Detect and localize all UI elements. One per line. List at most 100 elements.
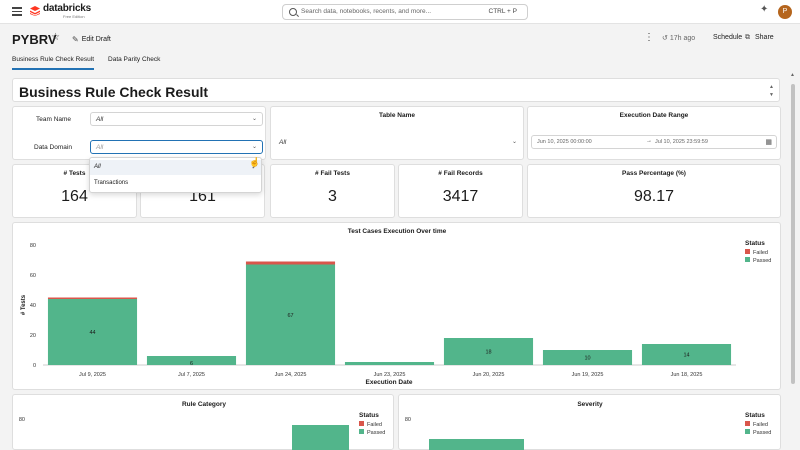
dropdown-option-transactions[interactable]: Transactions	[94, 180, 129, 186]
table-name-value: All	[279, 139, 287, 146]
legend-title: Status	[745, 240, 765, 247]
chart-title: Rule Category	[182, 401, 226, 408]
team-name-select[interactable]: All ⌄	[90, 112, 263, 126]
dashboard-tabs: Business Rule Check Result Data Parity C…	[12, 56, 174, 70]
filter-date-range: Execution Date Range	[527, 106, 781, 160]
bar-passed[interactable]	[344, 362, 435, 365]
date-range-input[interactable]: Jun 10, 2025 00:00:00 → Jul 10, 2025 23:…	[531, 135, 777, 149]
x-tick-label: Jun 19, 2025	[572, 372, 604, 378]
calendar-icon[interactable]: ▦	[765, 139, 772, 146]
pencil-icon: ✎	[72, 34, 79, 44]
header-title: Business Rule Check Result	[19, 84, 209, 100]
chevron-down-icon: ⌄	[251, 144, 257, 150]
scroll-up-icon[interactable]: ▲	[790, 72, 795, 78]
tab-business-rule-check[interactable]: Business Rule Check Result	[12, 56, 95, 70]
bar-passed[interactable]	[47, 299, 138, 365]
kpi-pass-percentage: Pass Percentage (%) 98.17	[527, 164, 781, 218]
menu-icon[interactable]	[12, 7, 22, 16]
legend-swatch-failed[interactable]	[745, 421, 750, 426]
kpi-tests-value: 164	[61, 188, 88, 205]
legend-title: Status	[745, 412, 765, 419]
team-name-label: Team Name	[36, 116, 72, 123]
legend-label-failed[interactable]: Failed	[367, 422, 382, 428]
brand-name: databricks	[43, 3, 92, 14]
more-options-icon[interactable]: ⋮	[644, 32, 654, 43]
kpi-fail-tests-value: 3	[328, 188, 337, 205]
search-input[interactable]: Search data, notebooks, recents, and mor…	[282, 4, 528, 20]
share-icon: ⧉	[745, 34, 750, 41]
bar-value-label: 67	[287, 313, 293, 319]
y-tick-label: 80	[19, 417, 25, 423]
legend-swatch-failed[interactable]	[359, 421, 364, 426]
table-name-label: Table Name	[378, 112, 415, 119]
bar-passed[interactable]	[146, 356, 237, 365]
data-domain-label: Data Domain	[34, 144, 72, 151]
chevron-down-icon: ⌄	[511, 139, 517, 145]
legend-swatch-failed[interactable]	[745, 249, 750, 254]
bar-passed[interactable]	[443, 338, 534, 365]
table-name-select[interactable]: All ⌄	[274, 136, 522, 150]
page-scrollbar[interactable]: ▲	[789, 72, 797, 450]
legend-label-passed[interactable]: Passed	[753, 258, 771, 264]
databricks-logo[interactable]: databricks	[30, 4, 91, 16]
dropdown-option-all-label: All	[94, 164, 101, 170]
arrow-right-icon: →	[646, 138, 652, 144]
dropdown-option-all[interactable]: All ✓	[90, 160, 261, 175]
filter-table-name: Table Name All ⌄	[270, 106, 524, 160]
x-tick-label: Jul 9, 2025	[79, 372, 106, 378]
last-edit-time[interactable]: ↺ 17h ago	[662, 34, 695, 42]
x-tick-label: Jun 24, 2025	[275, 372, 307, 378]
severity-chart: Severity 80 Status Failed Passed	[405, 401, 771, 450]
avatar[interactable]: P	[778, 5, 792, 19]
bar-failed[interactable]	[47, 297, 138, 300]
favorite-star-icon[interactable]: ☆	[51, 32, 60, 43]
bar-passed[interactable]	[292, 425, 349, 450]
kpi-fail-tests-label: # Fail Tests	[315, 170, 350, 177]
legend-label-passed[interactable]: Passed	[367, 430, 385, 436]
y-tick-label: 20	[30, 333, 36, 339]
chart-title: Test Cases Execution Over time	[348, 228, 447, 235]
bar-passed[interactable]	[429, 439, 524, 450]
assistant-sparkle-icon[interactable]: ✦	[760, 4, 769, 15]
bar-value-label: 6	[190, 361, 193, 367]
check-icon: ✓	[251, 164, 257, 171]
mouse-pointer-icon: ☝	[249, 157, 261, 167]
last-edit-label: 17h ago	[669, 35, 696, 42]
schedule-button[interactable]: Schedule	[713, 34, 743, 41]
data-domain-value: All	[96, 144, 104, 151]
bar-value-label: 44	[89, 330, 95, 336]
bar-value-label: 14	[683, 353, 689, 359]
kpi-pass-pct-label: Pass Percentage (%)	[622, 170, 686, 177]
date-from[interactable]: Jun 10, 2025 00:00:00	[537, 139, 592, 145]
x-tick-label: Jun 23, 2025	[374, 372, 406, 378]
top-bar: databricks Free Edition Search data, not…	[0, 0, 800, 24]
search-icon	[289, 8, 297, 16]
edit-draft-button[interactable]: ✎ Edit Draft	[68, 32, 115, 46]
rule-category-chart: Rule Category 80 Status Failed Passed	[19, 401, 385, 450]
legend-label-passed[interactable]: Passed	[753, 430, 771, 436]
databricks-logo-icon	[30, 6, 40, 16]
scrollbar-thumb[interactable]	[791, 84, 795, 384]
y-tick-label: 60	[30, 273, 36, 279]
page-title: PYBRV	[12, 32, 57, 47]
data-domain-select[interactable]: All ⌄	[90, 140, 263, 154]
legend-label-failed[interactable]: Failed	[753, 250, 768, 256]
legend-swatch-passed[interactable]	[359, 429, 364, 434]
legend-label-failed[interactable]: Failed	[753, 422, 768, 428]
brand-edition: Free Edition	[63, 14, 85, 19]
date-to[interactable]: Jul 10, 2025 23:59:59	[655, 139, 708, 145]
tab-data-parity-check[interactable]: Data Parity Check	[108, 56, 161, 63]
legend-swatch-passed[interactable]	[745, 257, 750, 262]
share-button[interactable]: Share	[755, 34, 774, 41]
kpi-fail-records: # Fail Records 3417	[398, 164, 523, 218]
search-placeholder: Search data, notebooks, recents, and mor…	[301, 8, 432, 15]
x-tick-label: Jun 20, 2025	[473, 372, 505, 378]
header-scroll-arrows[interactable]: ▲ ▼	[769, 84, 774, 98]
bar-passed[interactable]	[641, 344, 732, 365]
rule-category-widget: Rule Category 80 Status Failed Passed	[12, 394, 394, 450]
legend-swatch-passed[interactable]	[745, 429, 750, 434]
bar-passed[interactable]	[542, 350, 633, 365]
bar-failed[interactable]	[245, 261, 336, 265]
bar-passed[interactable]	[245, 264, 336, 366]
execution-over-time-chart: Test Cases Execution Over time 0 20 40 60 80 #…	[21, 228, 771, 386]
